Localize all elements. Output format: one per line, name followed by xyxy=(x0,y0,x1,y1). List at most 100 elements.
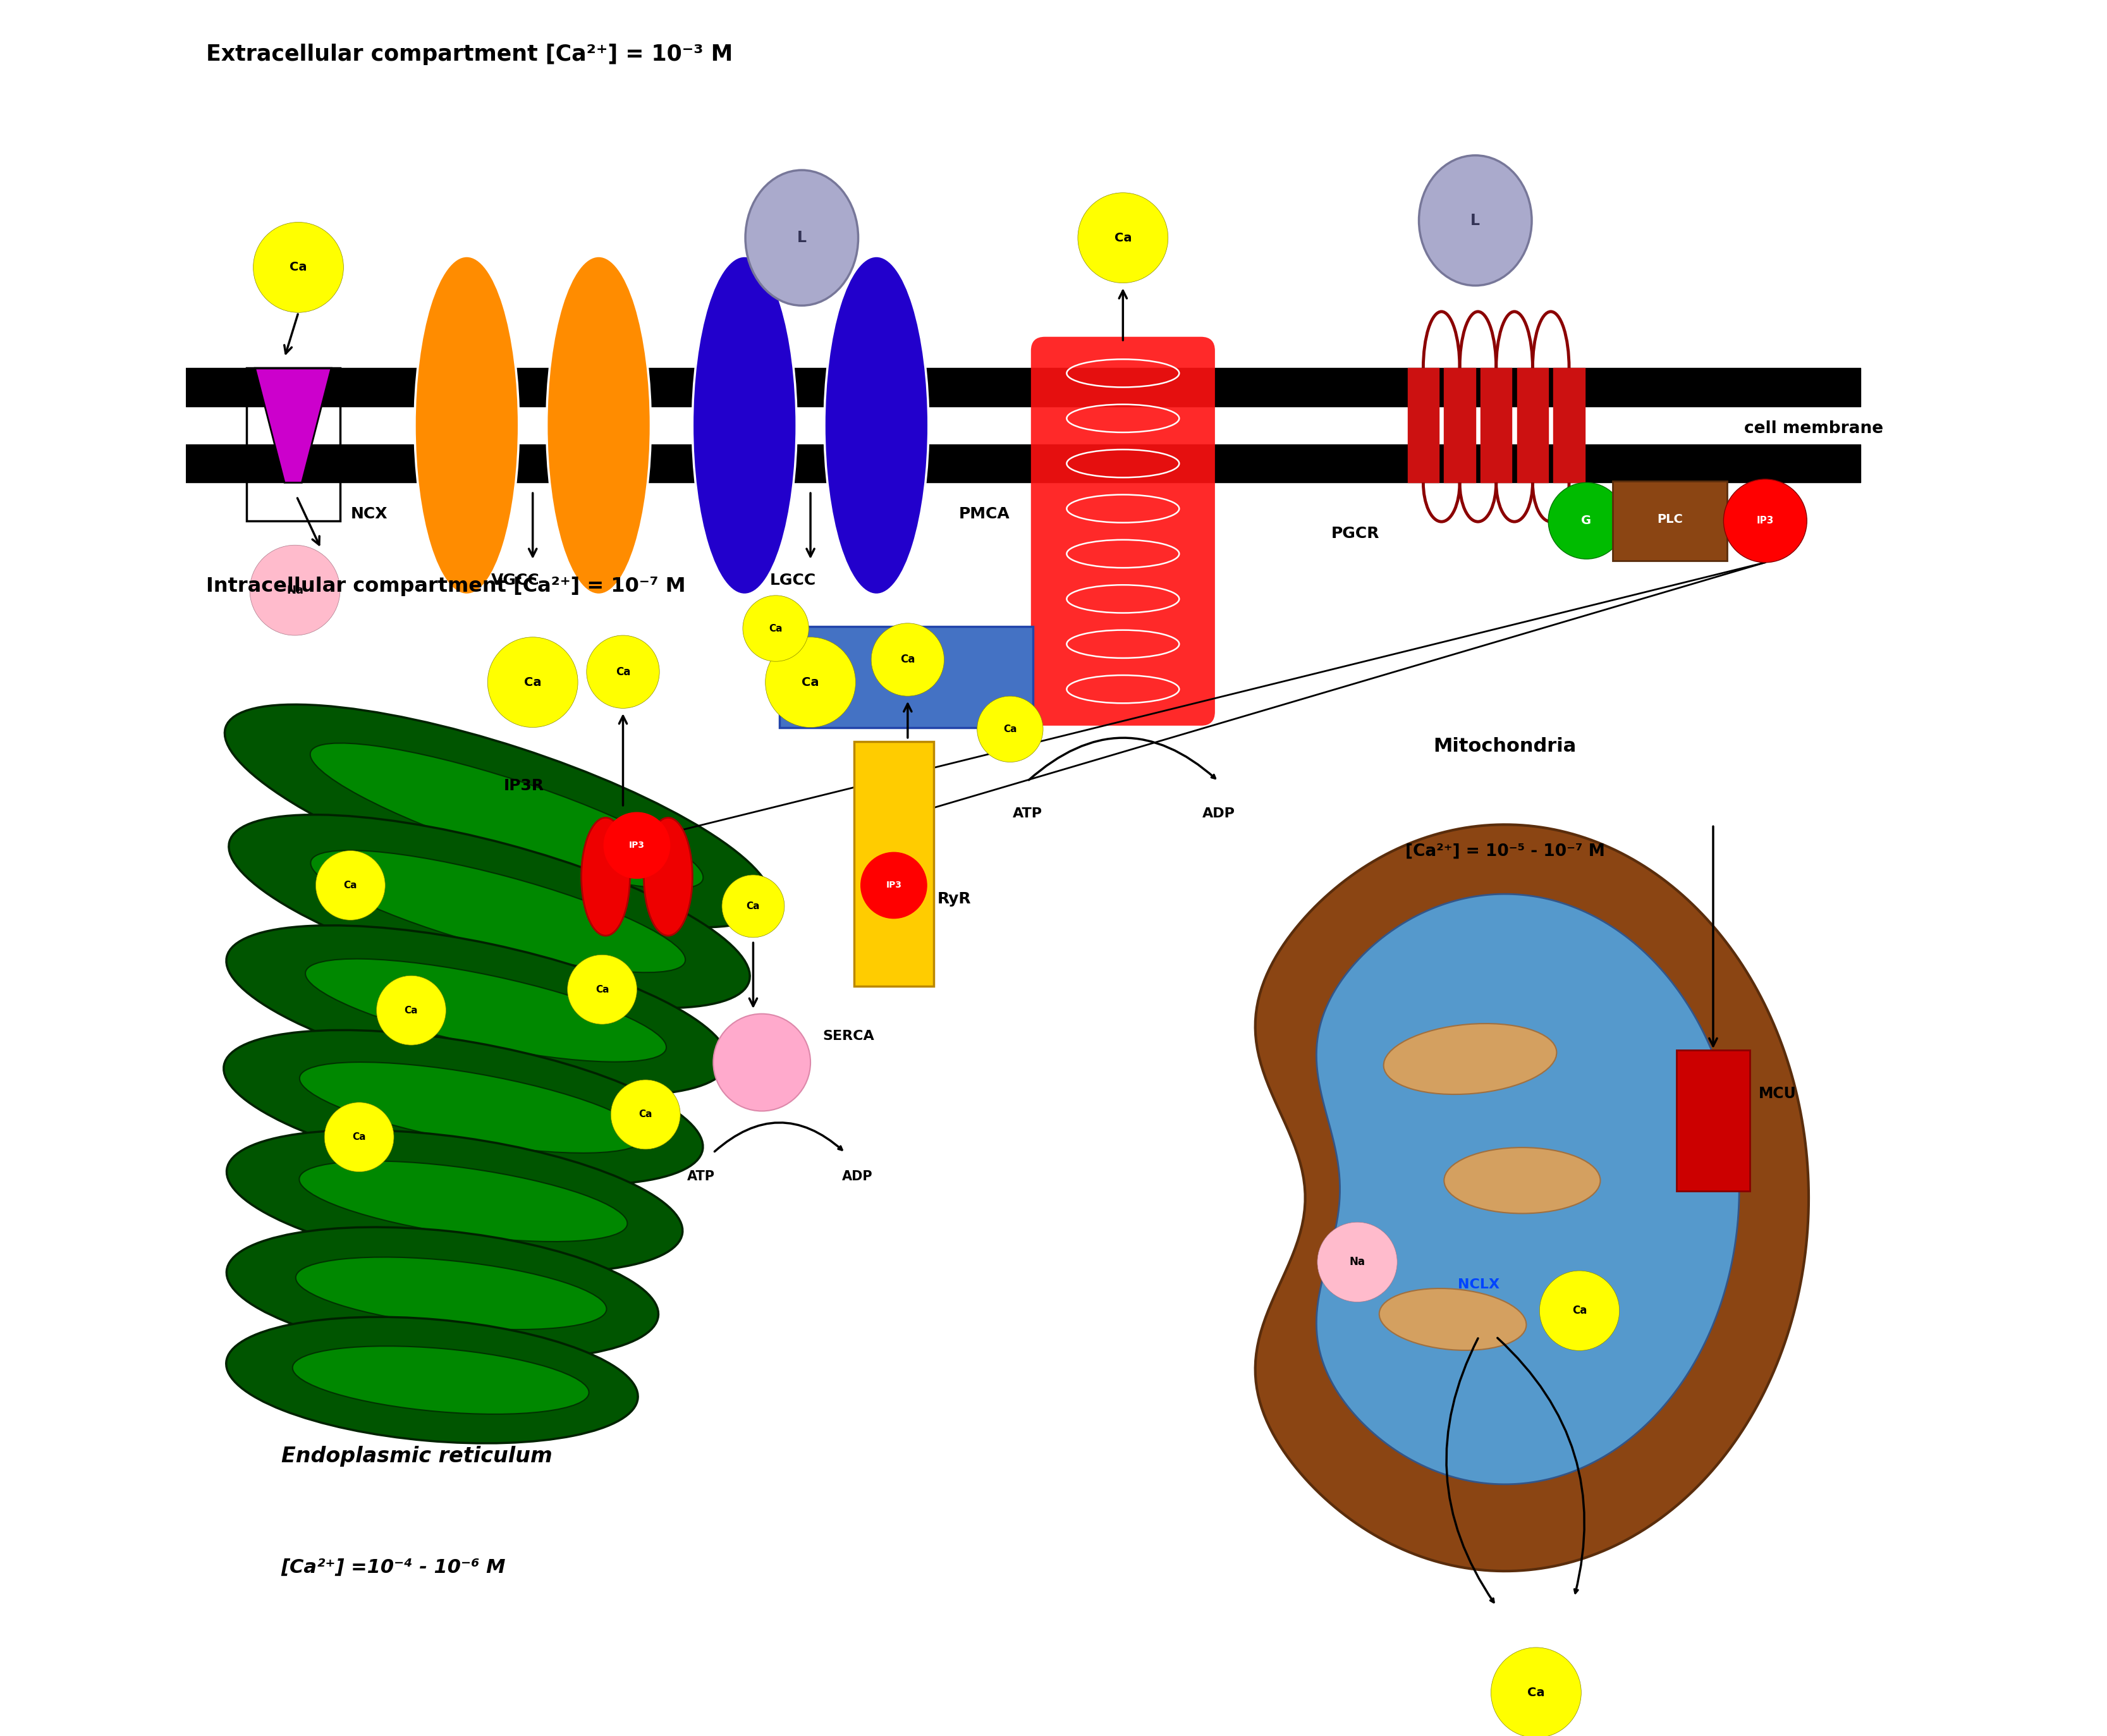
Ellipse shape xyxy=(645,818,693,936)
Circle shape xyxy=(586,635,659,708)
Ellipse shape xyxy=(310,851,685,972)
Text: ADP: ADP xyxy=(843,1170,872,1182)
Circle shape xyxy=(1492,1647,1580,1736)
Circle shape xyxy=(253,222,343,312)
Text: [Ca²⁺] =10⁻⁴ - 10⁻⁶ M: [Ca²⁺] =10⁻⁴ - 10⁻⁶ M xyxy=(280,1557,506,1576)
Text: Ca: Ca xyxy=(405,1005,417,1016)
Text: Mitochondria: Mitochondria xyxy=(1433,736,1576,755)
Circle shape xyxy=(862,852,927,918)
Text: cell membrane: cell membrane xyxy=(1745,420,1884,437)
Ellipse shape xyxy=(1380,1288,1525,1351)
Text: IP3: IP3 xyxy=(630,840,645,851)
Text: Ca: Ca xyxy=(343,880,358,891)
Bar xyxy=(247,368,339,521)
FancyBboxPatch shape xyxy=(1030,337,1216,726)
Text: IP3: IP3 xyxy=(1757,516,1774,526)
Circle shape xyxy=(1540,1271,1620,1351)
Circle shape xyxy=(870,623,944,696)
Text: NCLX: NCLX xyxy=(1458,1278,1500,1292)
Text: Na: Na xyxy=(1348,1257,1365,1267)
Polygon shape xyxy=(1256,825,1808,1571)
Text: SERCA: SERCA xyxy=(822,1029,874,1043)
Text: L: L xyxy=(1471,214,1479,227)
Ellipse shape xyxy=(228,1130,683,1272)
Text: LGCC: LGCC xyxy=(769,573,815,589)
Circle shape xyxy=(605,812,670,878)
Circle shape xyxy=(1079,193,1167,283)
Text: Ca: Ca xyxy=(1528,1687,1544,1698)
Polygon shape xyxy=(255,368,331,483)
Ellipse shape xyxy=(415,255,518,594)
Text: RyR: RyR xyxy=(938,892,971,906)
Circle shape xyxy=(1724,479,1808,562)
Ellipse shape xyxy=(546,255,651,594)
Ellipse shape xyxy=(225,705,771,927)
Text: VGCC: VGCC xyxy=(491,573,539,589)
Text: Ca: Ca xyxy=(900,654,914,665)
Text: Ca: Ca xyxy=(596,984,609,995)
Text: Ca: Ca xyxy=(803,677,820,687)
Ellipse shape xyxy=(225,1318,638,1443)
Text: Intracellular compartment [Ca²⁺] = 10⁻⁷ M: Intracellular compartment [Ca²⁺] = 10⁻⁷ … xyxy=(206,576,687,595)
FancyBboxPatch shape xyxy=(1612,481,1728,561)
Text: ATP: ATP xyxy=(1013,807,1043,819)
Text: Ca: Ca xyxy=(1003,724,1018,734)
Ellipse shape xyxy=(295,1257,607,1330)
Circle shape xyxy=(765,637,855,727)
Ellipse shape xyxy=(746,170,858,306)
Ellipse shape xyxy=(299,1161,628,1241)
Circle shape xyxy=(1317,1222,1397,1302)
Ellipse shape xyxy=(824,255,929,594)
Polygon shape xyxy=(1317,894,1738,1484)
Circle shape xyxy=(978,696,1043,762)
Ellipse shape xyxy=(223,1029,704,1186)
Ellipse shape xyxy=(582,818,630,936)
Text: CBP: CBP xyxy=(900,665,940,682)
Ellipse shape xyxy=(1384,1024,1557,1094)
Circle shape xyxy=(487,637,577,727)
Text: IP3: IP3 xyxy=(885,880,902,891)
FancyBboxPatch shape xyxy=(1677,1050,1749,1191)
Ellipse shape xyxy=(228,1227,657,1359)
Text: Ca: Ca xyxy=(1115,233,1131,243)
Text: L: L xyxy=(796,231,807,245)
Text: [Ca²⁺] = 10⁻⁵ - 10⁻⁷ M: [Ca²⁺] = 10⁻⁵ - 10⁻⁷ M xyxy=(1405,844,1606,859)
Circle shape xyxy=(251,545,339,635)
Text: Ca: Ca xyxy=(615,667,630,677)
FancyBboxPatch shape xyxy=(780,627,1032,727)
Circle shape xyxy=(1549,483,1624,559)
Circle shape xyxy=(324,1102,394,1172)
Text: ATP: ATP xyxy=(687,1170,714,1182)
Text: Ca: Ca xyxy=(638,1109,653,1120)
Text: Ca: Ca xyxy=(525,677,541,687)
Text: Na: Na xyxy=(287,585,303,595)
Text: Ca: Ca xyxy=(289,262,308,273)
Circle shape xyxy=(744,595,809,661)
Circle shape xyxy=(714,1014,811,1111)
Text: Endoplasmic reticulum: Endoplasmic reticulum xyxy=(280,1446,552,1467)
Text: NCX: NCX xyxy=(350,507,388,521)
Ellipse shape xyxy=(1443,1147,1601,1213)
Text: Ca: Ca xyxy=(769,623,782,634)
Text: MCU: MCU xyxy=(1757,1087,1795,1101)
Ellipse shape xyxy=(693,255,796,594)
Text: G: G xyxy=(1582,516,1591,526)
Text: Ca: Ca xyxy=(352,1132,367,1142)
Text: PLC: PLC xyxy=(1656,514,1683,524)
Text: Ca: Ca xyxy=(746,901,761,911)
Ellipse shape xyxy=(225,925,729,1095)
Circle shape xyxy=(567,955,636,1024)
Circle shape xyxy=(723,875,784,937)
Ellipse shape xyxy=(310,743,704,889)
FancyBboxPatch shape xyxy=(853,741,933,986)
Ellipse shape xyxy=(306,958,666,1062)
Text: IP3R: IP3R xyxy=(504,778,544,793)
Ellipse shape xyxy=(1418,156,1532,285)
Text: PMCA: PMCA xyxy=(959,507,1009,521)
Circle shape xyxy=(316,851,386,920)
Ellipse shape xyxy=(299,1062,645,1153)
Ellipse shape xyxy=(293,1345,590,1415)
Circle shape xyxy=(611,1080,681,1149)
Ellipse shape xyxy=(230,814,750,1009)
Text: Ca: Ca xyxy=(1572,1305,1587,1316)
